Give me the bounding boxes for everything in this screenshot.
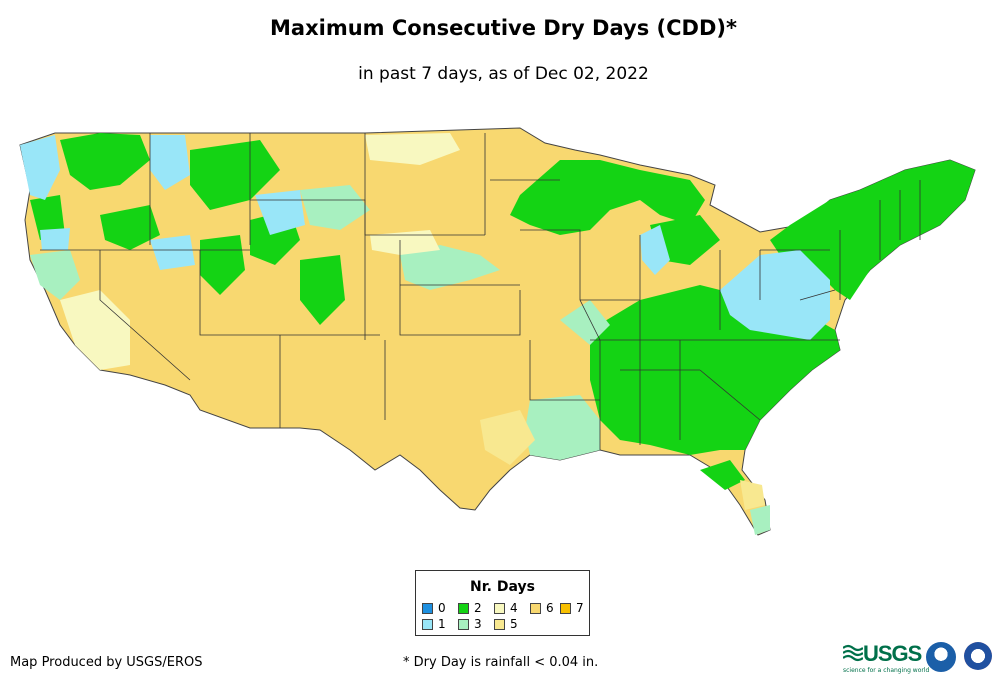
legend-label: 3	[474, 617, 482, 631]
dry-day-note: * Dry Day is rainfall < 0.04 in.	[403, 655, 599, 670]
legend-item-2: 2	[458, 601, 482, 615]
noaa-logo	[926, 642, 956, 672]
legend-title: Nr. Days	[470, 579, 535, 595]
legend-label: 6	[546, 601, 554, 615]
state-boundaries	[40, 133, 921, 450]
legend-swatch	[458, 602, 469, 614]
usgs-tagline: science for a changing world	[843, 667, 930, 674]
legend-label: 1	[438, 617, 446, 631]
legend-item-5: 5	[494, 617, 518, 631]
legend-item-1: 1	[422, 617, 446, 631]
legend-label: 0	[438, 601, 446, 615]
usgs-wave-icon	[843, 644, 863, 662]
legend-item-3: 3	[458, 617, 482, 631]
legend: Nr. Days 0 1 2 3 4 5 6	[415, 570, 590, 636]
cdd-1-day-regions	[20, 135, 830, 340]
legend-swatch	[422, 618, 433, 630]
legend-label: 4	[510, 601, 518, 615]
legend-item-4: 4	[494, 601, 518, 615]
legend-item-7: 7	[560, 601, 584, 615]
legend-grid: 0 1 2 3 4 5 6 7	[422, 601, 587, 633]
map-title: Maximum Consecutive Dry Days (CDD)*	[270, 16, 737, 40]
legend-label: 7	[576, 601, 584, 615]
legend-swatch	[494, 618, 505, 630]
legend-swatch	[560, 602, 571, 614]
cdd-4-days-regions	[60, 133, 460, 370]
legend-item-6: 6	[530, 601, 554, 615]
credit-text: Map Produced by USGS/EROS	[10, 655, 203, 670]
legend-swatch	[530, 602, 541, 614]
legend-swatch	[494, 602, 505, 614]
usgs-logo: USGS science for a changing world	[843, 641, 929, 674]
legend-swatch	[422, 602, 433, 614]
legend-label: 5	[510, 617, 518, 631]
nws-logo	[964, 642, 992, 670]
legend-item-0: 0	[422, 601, 446, 615]
map-subtitle: in past 7 days, as of Dec 02, 2022	[358, 64, 649, 84]
usgs-wordmark: USGS	[863, 641, 922, 666]
legend-swatch	[458, 618, 469, 630]
legend-label: 2	[474, 601, 482, 615]
cdd-5-days-regions	[480, 410, 765, 510]
cdd-3-days-regions	[30, 185, 770, 535]
